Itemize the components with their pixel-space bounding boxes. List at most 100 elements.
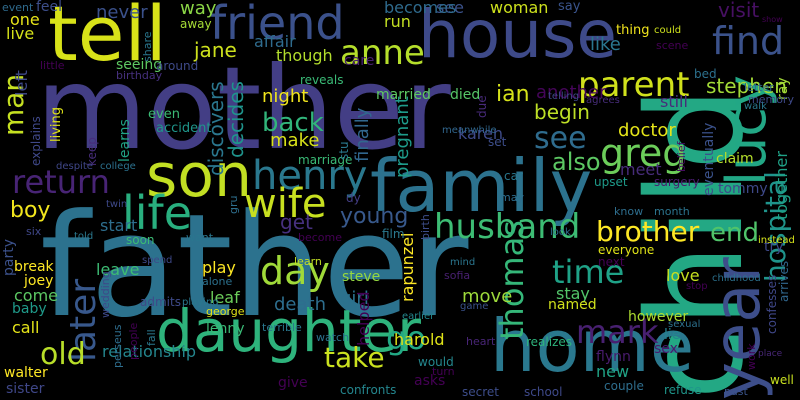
word-george: terrible xyxy=(262,321,302,334)
word-named: named xyxy=(548,297,597,313)
word-game: mind xyxy=(450,257,476,268)
word-walter: walter xyxy=(4,365,48,381)
word-people: fall xyxy=(145,329,158,346)
word-like: like xyxy=(590,34,621,55)
word-car: set xyxy=(488,135,507,149)
word-house: house xyxy=(418,0,618,73)
word-scene: could xyxy=(654,25,682,36)
word-become: want xyxy=(186,231,214,244)
word-even: accident xyxy=(156,121,212,136)
word-childhood: work xyxy=(745,343,758,370)
word-look: birth xyxy=(419,214,432,240)
word-could: thing xyxy=(616,23,650,38)
word-back: back xyxy=(262,108,324,138)
word-begin: begin xyxy=(534,100,590,124)
word-steve: steve xyxy=(342,269,381,285)
word-break: break xyxy=(14,259,54,275)
word-young: young xyxy=(340,204,409,229)
word-make: make xyxy=(270,130,320,151)
word-little: birthday xyxy=(116,69,163,82)
word-decides: decides xyxy=(224,81,248,158)
word-surgery: belief xyxy=(675,141,688,172)
word-stop: earlier xyxy=(402,311,435,322)
word-karen: karen xyxy=(458,124,503,143)
word-another: another xyxy=(536,82,607,103)
word-realizes: realizes xyxy=(526,335,573,349)
word-say: run xyxy=(384,12,411,31)
word-relationship: relationship xyxy=(102,342,197,361)
word-six: told xyxy=(74,231,94,242)
word-day: day xyxy=(260,249,330,293)
word-letter: memory xyxy=(748,93,794,106)
word-joey: joey xyxy=(24,273,54,289)
word-stu: marriage xyxy=(298,153,353,167)
word-eventually: eventually xyxy=(701,122,717,196)
word-come: come xyxy=(14,286,59,305)
word-becomes: woman xyxy=(490,0,549,17)
word-father: father xyxy=(40,184,469,349)
word-move: move xyxy=(462,286,513,307)
word-terrible: place xyxy=(758,349,783,359)
word-affair: say xyxy=(558,0,581,14)
word-ian: ian xyxy=(496,82,530,107)
word-birth: film xyxy=(382,227,405,241)
word-still: still xyxy=(660,92,688,111)
word-gru: dy xyxy=(346,191,361,205)
word-next: everyone xyxy=(598,243,655,257)
word-doctor: doctor xyxy=(618,120,676,141)
word-may: car xyxy=(504,169,523,183)
word-heart: heart xyxy=(466,335,496,348)
word-left: left xyxy=(12,70,31,96)
word-died: died xyxy=(450,87,481,103)
word-well: well xyxy=(770,373,794,387)
word-would: would xyxy=(418,355,454,369)
word-wife: wife xyxy=(244,181,327,227)
word-night: night xyxy=(262,86,309,107)
word-meet: meet xyxy=(620,160,662,179)
word-parent: parent xyxy=(578,65,690,105)
word-anne: anne xyxy=(340,33,425,73)
word-spend: playing xyxy=(182,297,219,308)
word-admits: spend xyxy=(142,255,173,266)
word-tell: tell xyxy=(48,0,167,78)
word-dy: month xyxy=(654,205,690,218)
word-however: however xyxy=(628,309,689,325)
word-wedding: perseus xyxy=(111,324,124,368)
word-thing: bed xyxy=(694,67,717,81)
word-friend: friend xyxy=(210,0,345,50)
word-love: love xyxy=(666,266,700,285)
word-go: go xyxy=(386,319,426,357)
word-perseus: people xyxy=(127,322,140,360)
word-rapunzel: rapunzel xyxy=(398,232,417,302)
word-watch: watch xyxy=(316,331,350,344)
word-life: life xyxy=(122,186,193,240)
word-never: never xyxy=(96,2,148,23)
word-meanwhile: agrees xyxy=(586,95,620,106)
word-know: surgery xyxy=(654,175,700,189)
word-asks: asks xyxy=(414,373,446,389)
word-soon: wedding xyxy=(99,271,112,318)
word-turn: turn xyxy=(432,365,455,378)
word-mark: mark xyxy=(576,313,659,351)
word-memory: show xyxy=(762,15,783,24)
word-end: end xyxy=(710,218,759,248)
word-event: event xyxy=(2,1,34,14)
word-way: way xyxy=(180,0,217,19)
word-agrees: telling xyxy=(548,91,580,102)
word-one: one xyxy=(10,10,40,29)
word-month: know xyxy=(614,205,644,218)
word-bed: walk xyxy=(744,101,767,112)
word-home: home xyxy=(490,304,695,388)
word-mind: next xyxy=(598,255,625,269)
word-stay: stay xyxy=(556,284,590,303)
word-helped: helped xyxy=(354,291,373,346)
word-telling: due xyxy=(475,95,489,118)
word-tommy: tommy xyxy=(718,181,768,197)
word-son: son xyxy=(146,141,252,211)
word-mother: mother xyxy=(36,42,451,175)
word-greg: greg xyxy=(600,131,687,175)
word-daughter: daughter xyxy=(156,297,421,365)
word-want: gru xyxy=(227,195,240,214)
word-baby: baby xyxy=(12,301,47,317)
